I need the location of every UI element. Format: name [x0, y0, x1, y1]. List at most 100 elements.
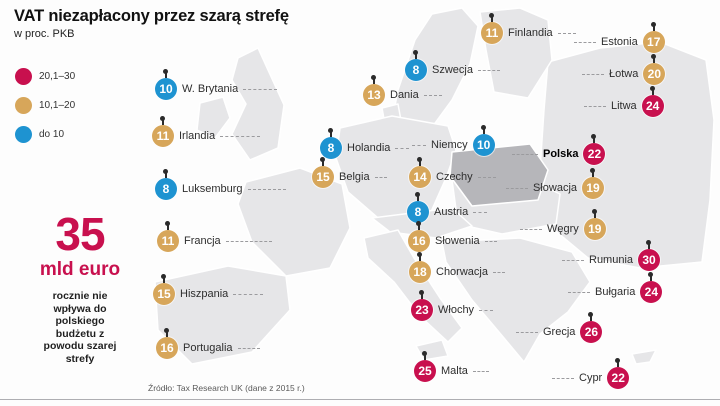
country-item-wegry: Węgry 19: [520, 209, 606, 240]
country-value: 8: [412, 63, 420, 77]
leader-line: [492, 271, 505, 273]
country-item-slowenia: 16 Słowenia: [408, 221, 497, 252]
country-value: 8: [414, 205, 422, 219]
value-badge: 22: [607, 358, 630, 389]
country-value: 18: [413, 265, 427, 279]
country-item-slowacja: Słowacja 19: [506, 168, 605, 199]
leader-line: [225, 240, 272, 242]
country-item-wlochy: 23 Włochy: [411, 290, 494, 321]
country-item-w-brytania: 10 W. Brytania: [155, 69, 278, 100]
country-item-holandia: 8 Holandia: [320, 128, 410, 159]
country-value: 26: [584, 325, 599, 339]
value-badge: 20: [643, 54, 666, 85]
leader-line: [472, 370, 489, 372]
map-sicily: [415, 339, 449, 361]
bottom-divider: [0, 399, 720, 400]
country-label: Niemcy: [431, 139, 468, 151]
leader-line: [557, 32, 576, 34]
country-label: Bułgaria: [595, 286, 636, 298]
country-label: Luksemburg: [182, 183, 243, 195]
highlight-stat: 35 mld euro rocznie nie wpływa do polski…: [18, 211, 142, 365]
source-note: Źródło: Tax Research UK (dane z 2015 r.): [148, 383, 305, 393]
country-label: Litwa: [611, 100, 637, 112]
leader-line: [477, 69, 500, 71]
country-value: 24: [646, 99, 660, 113]
leader-line: [374, 176, 387, 178]
value-badge: 24: [641, 86, 664, 117]
stat-description: rocznie nie wpływa do polskiego budżetu …: [43, 289, 117, 365]
country-value: 11: [161, 234, 175, 248]
leader-line: [220, 135, 261, 137]
country-label: Grecja: [543, 326, 576, 338]
country-value: 30: [642, 253, 656, 267]
map-germany-benelux: [335, 115, 457, 219]
country-value: 22: [587, 147, 602, 161]
legend-item-mid: 10,1–20: [15, 97, 75, 114]
map-italy: [363, 229, 463, 343]
country-label: Dania: [390, 89, 419, 101]
country-label: Portugalia: [183, 342, 233, 354]
country-item-luksemburg: 8 Luksemburg: [155, 169, 286, 200]
country-value: 15: [157, 287, 171, 301]
country-value: 14: [413, 170, 427, 184]
leader-line: [512, 153, 538, 155]
page-title: VAT niezapłacony przez szarą strefę: [14, 7, 289, 25]
country-value: 25: [418, 364, 432, 378]
leader-line: [395, 147, 410, 149]
country-label: Austria: [434, 206, 469, 218]
value-badge: 11: [157, 221, 179, 252]
value-badge: 22: [583, 134, 606, 165]
country-item-francja: 11 Francja: [157, 221, 272, 252]
country-item-dania: 13 Dania: [363, 75, 442, 106]
country-value: 10: [476, 138, 491, 152]
country-value: 17: [647, 35, 661, 49]
country-value: 19: [588, 222, 602, 236]
leader-line: [562, 259, 584, 261]
leader-line: [506, 187, 528, 189]
value-badge: 30: [638, 240, 661, 271]
legend-item-low: do 10: [15, 126, 75, 143]
value-badge: 10: [155, 69, 177, 100]
leader-line: [243, 88, 278, 90]
leader-line: [233, 293, 264, 295]
value-badge: 15: [153, 274, 175, 305]
country-label: Włochy: [438, 304, 475, 316]
country-value: 20: [647, 67, 662, 81]
value-badge: 26: [580, 312, 603, 343]
country-item-hiszpania: 15 Hiszpania: [153, 274, 264, 305]
value-badge: 15: [312, 157, 334, 188]
country-item-estonia: Estonia 17: [574, 22, 665, 53]
legend-swatch-red-icon: [15, 68, 32, 85]
leader-line: [574, 41, 596, 43]
leader-line: [484, 240, 497, 242]
value-badge: 10: [472, 125, 495, 156]
country-value: 8: [162, 182, 170, 196]
map-cyprus: [631, 349, 657, 365]
country-value: 15: [316, 170, 330, 184]
leader-line: [516, 331, 538, 333]
country-label: Belgia: [339, 171, 370, 183]
country-label: Holandia: [347, 142, 391, 154]
value-badge: 8: [155, 169, 177, 200]
country-label: Czechy: [436, 171, 473, 183]
map-balkans-greece: [441, 237, 591, 363]
country-value: 8: [327, 141, 335, 155]
leader-line: [479, 309, 494, 311]
value-badge: 24: [640, 272, 663, 303]
legend-swatch-blue-icon: [15, 126, 32, 143]
country-item-cypr: Cypr 22: [552, 358, 630, 389]
country-item-lotwa: Łotwa 20: [582, 54, 666, 85]
country-item-litwa: Litwa 24: [584, 86, 664, 117]
leader-line: [412, 144, 426, 146]
value-badge: 16: [408, 221, 430, 252]
country-value: 23: [415, 303, 429, 317]
country-value: 22: [611, 371, 625, 385]
country-value: 19: [586, 181, 600, 195]
legend-item-high: 20,1–30: [15, 68, 75, 85]
leader-line: [582, 73, 604, 75]
country-label: Słowenia: [435, 235, 480, 247]
value-badge: 11: [481, 13, 503, 44]
value-badge: 8: [405, 50, 427, 81]
country-label: Polska: [543, 148, 579, 160]
